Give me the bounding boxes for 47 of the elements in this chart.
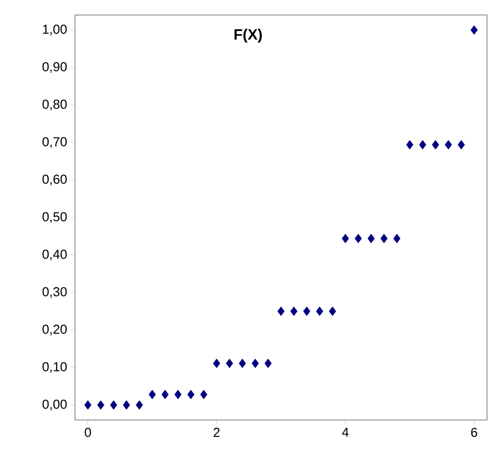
- point: [432, 140, 440, 150]
- x-tick-label: 4: [342, 428, 349, 437]
- point: [162, 390, 169, 400]
- y-tick-label: 0,60: [42, 174, 67, 186]
- point: [303, 306, 310, 316]
- point: [110, 400, 118, 410]
- point: [290, 306, 298, 316]
- point: [238, 358, 246, 368]
- y-tick-label: 0,10: [42, 362, 67, 373]
- point: [277, 306, 285, 316]
- point: [470, 25, 478, 35]
- point: [122, 400, 130, 410]
- point: [354, 234, 362, 244]
- point: [213, 358, 220, 368]
- point: [264, 358, 272, 368]
- x-tick-label: 2: [214, 428, 220, 437]
- point: [380, 234, 388, 244]
- point: [393, 234, 400, 244]
- point: [187, 390, 194, 400]
- y-tick-label: 0,30: [42, 287, 67, 298]
- y-tick-label: 0,70: [42, 137, 67, 148]
- point: [84, 400, 92, 410]
- y-tick-label: 0,50: [42, 212, 67, 223]
- point: [148, 390, 156, 400]
- text: F(X): [234, 28, 262, 43]
- y-tick-label: 0,20: [42, 324, 67, 336]
- y-tick-label: 0,00: [42, 400, 67, 410]
- point: [328, 306, 336, 316]
- point: [226, 358, 234, 368]
- point: [458, 140, 465, 150]
- point: [406, 140, 414, 150]
- point: [97, 400, 104, 410]
- y-tick-label: 1,00: [43, 24, 67, 36]
- y-tick-label: 0,90: [42, 62, 67, 73]
- point: [316, 306, 324, 316]
- point: [252, 358, 259, 368]
- point: [200, 390, 208, 400]
- y-tick-label: 0,80: [42, 100, 67, 110]
- point: [419, 140, 426, 150]
- point: [136, 400, 143, 410]
- point: [444, 140, 452, 150]
- x-tick-label: 6: [471, 428, 478, 437]
- point: [342, 234, 349, 244]
- y-tick-label: 0,40: [42, 250, 67, 260]
- x-tick-label: 0: [84, 428, 91, 437]
- point: [174, 390, 182, 400]
- point: [368, 234, 375, 244]
